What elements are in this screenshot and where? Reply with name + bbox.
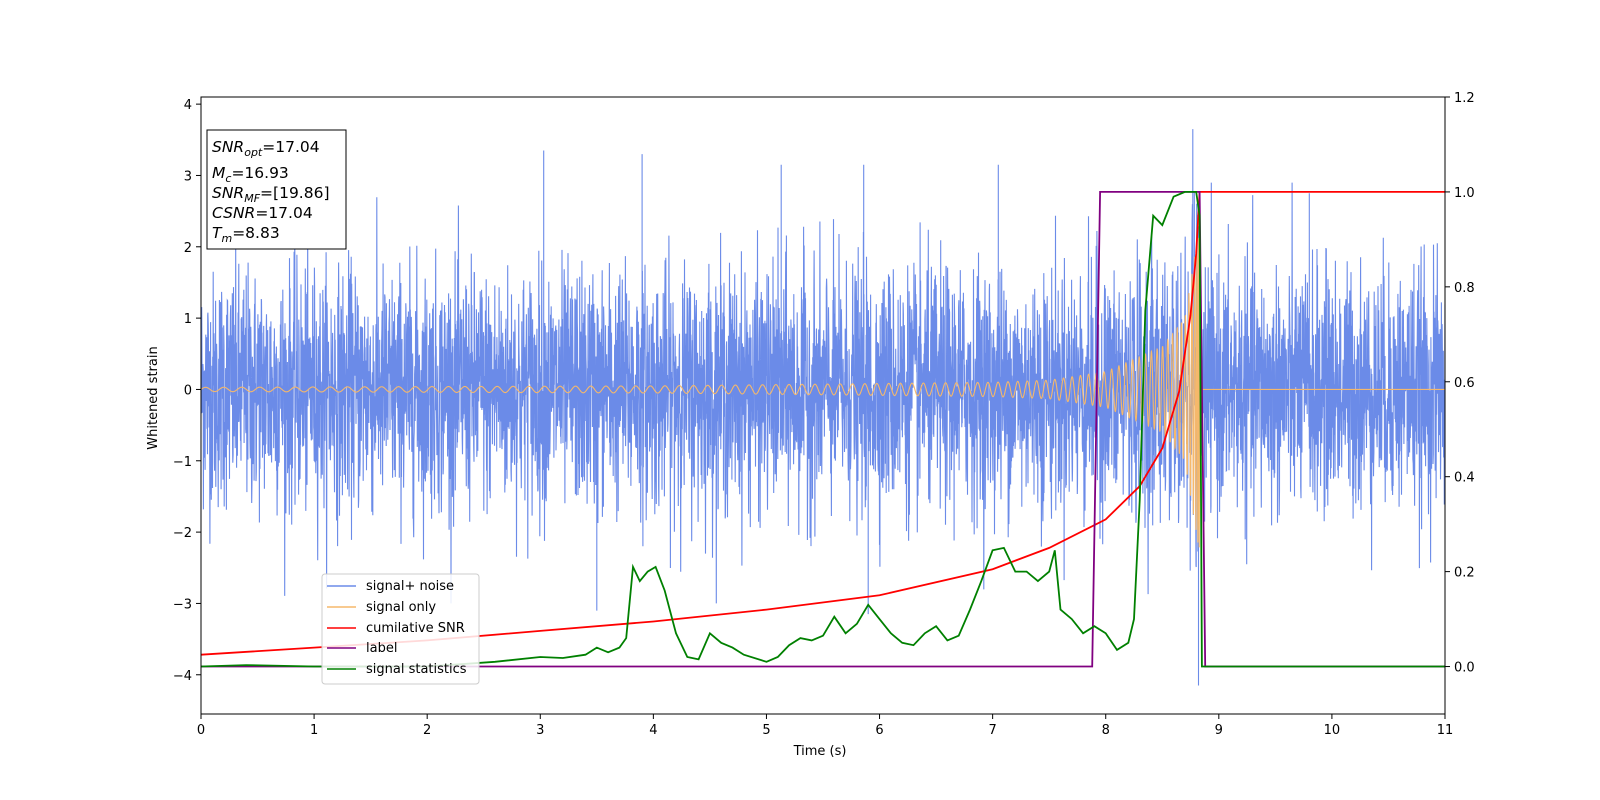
series-cumulative-snr (201, 191, 1445, 656)
y-right-tick-label: 1.0 (1454, 186, 1475, 201)
y-right-tick-label: 0.8 (1454, 281, 1475, 296)
y-left-tick-label: −3 (173, 597, 192, 612)
y-left-tick-label: 0 (184, 383, 192, 398)
axes: 0 1 2 3 4 5 6 7 8 9 10 11 −4 −3 −2 −1 0 1 2 3 4 0.0 0.2 0.4 0.6 0… (173, 91, 1475, 738)
y-left-tick-label: 1 (184, 312, 192, 327)
y-left-tick-label: 3 (184, 169, 192, 184)
legend-item-signal-noise: signal+ noise (327, 579, 454, 594)
x-tick-label: 3 (536, 723, 544, 738)
svg-text:label: label (366, 641, 397, 656)
legend-item-label: label (327, 641, 397, 656)
info-box: SNRopt=17.04 Mc=16.93 SNRMF=[19.86] CSNR… (206, 129, 347, 250)
legend-item-signal-only: signal only (327, 600, 436, 615)
y-left-tick-label: −1 (173, 455, 192, 470)
x-tick-label: 7 (988, 723, 996, 738)
svg-text:signal+ noise: signal+ noise (366, 579, 454, 594)
info-mc: Mc=16.93 (212, 164, 289, 185)
svg-text:signal statistics: signal statistics (366, 662, 467, 677)
y-left-tick-label: 2 (184, 241, 192, 256)
x-tick-label: 8 (1102, 723, 1110, 738)
y-left-tick-label: −4 (173, 669, 192, 684)
y-right-tick-label: 0.2 (1454, 566, 1475, 581)
y-right-tick-label: 0.6 (1454, 376, 1475, 391)
x-tick-label: 5 (762, 723, 770, 738)
series-signal-only (201, 237, 1445, 548)
x-axis-label: Time (s) (793, 744, 847, 759)
x-tick-label: 10 (1324, 723, 1341, 738)
svg-text:signal only: signal only (366, 600, 436, 615)
plot-area (201, 129, 1445, 686)
x-tick-label: 1 (310, 723, 318, 738)
y-right-tick-label: 1.2 (1454, 91, 1475, 106)
x-tick-label: 0 (197, 723, 205, 738)
info-tm: Tm=8.83 (212, 224, 280, 245)
x-tick-label: 9 (1215, 723, 1223, 738)
x-tick-label: 4 (649, 723, 657, 738)
legend-item-signal-statistics: signal statistics (327, 662, 467, 677)
series-signal-noise (201, 129, 1445, 686)
legend-item-cumulative-snr: cumilative SNR (327, 621, 465, 636)
svg-text:cumilative SNR: cumilative SNR (366, 621, 465, 636)
info-csnr: CSNR=17.04 (212, 204, 313, 222)
series-signal-statistics (201, 191, 1445, 668)
legend: signal+ noise signal only cumilative SNR… (321, 573, 480, 685)
y-left-tick-label: −2 (173, 526, 192, 541)
x-tick-label: 2 (423, 723, 431, 738)
y-right-tick-label: 0.0 (1454, 661, 1475, 676)
y-axis-label-left: Whitened strain (146, 346, 161, 449)
x-tick-label: 6 (875, 723, 883, 738)
y-left-tick-label: 4 (184, 98, 192, 113)
info-snr-mf: SNRMF=[19.86] (212, 184, 330, 205)
y-right-tick-label: 0.4 (1454, 471, 1475, 486)
info-snr-opt: SNRopt=17.04 (212, 138, 320, 159)
x-tick-label: 11 (1437, 723, 1454, 738)
